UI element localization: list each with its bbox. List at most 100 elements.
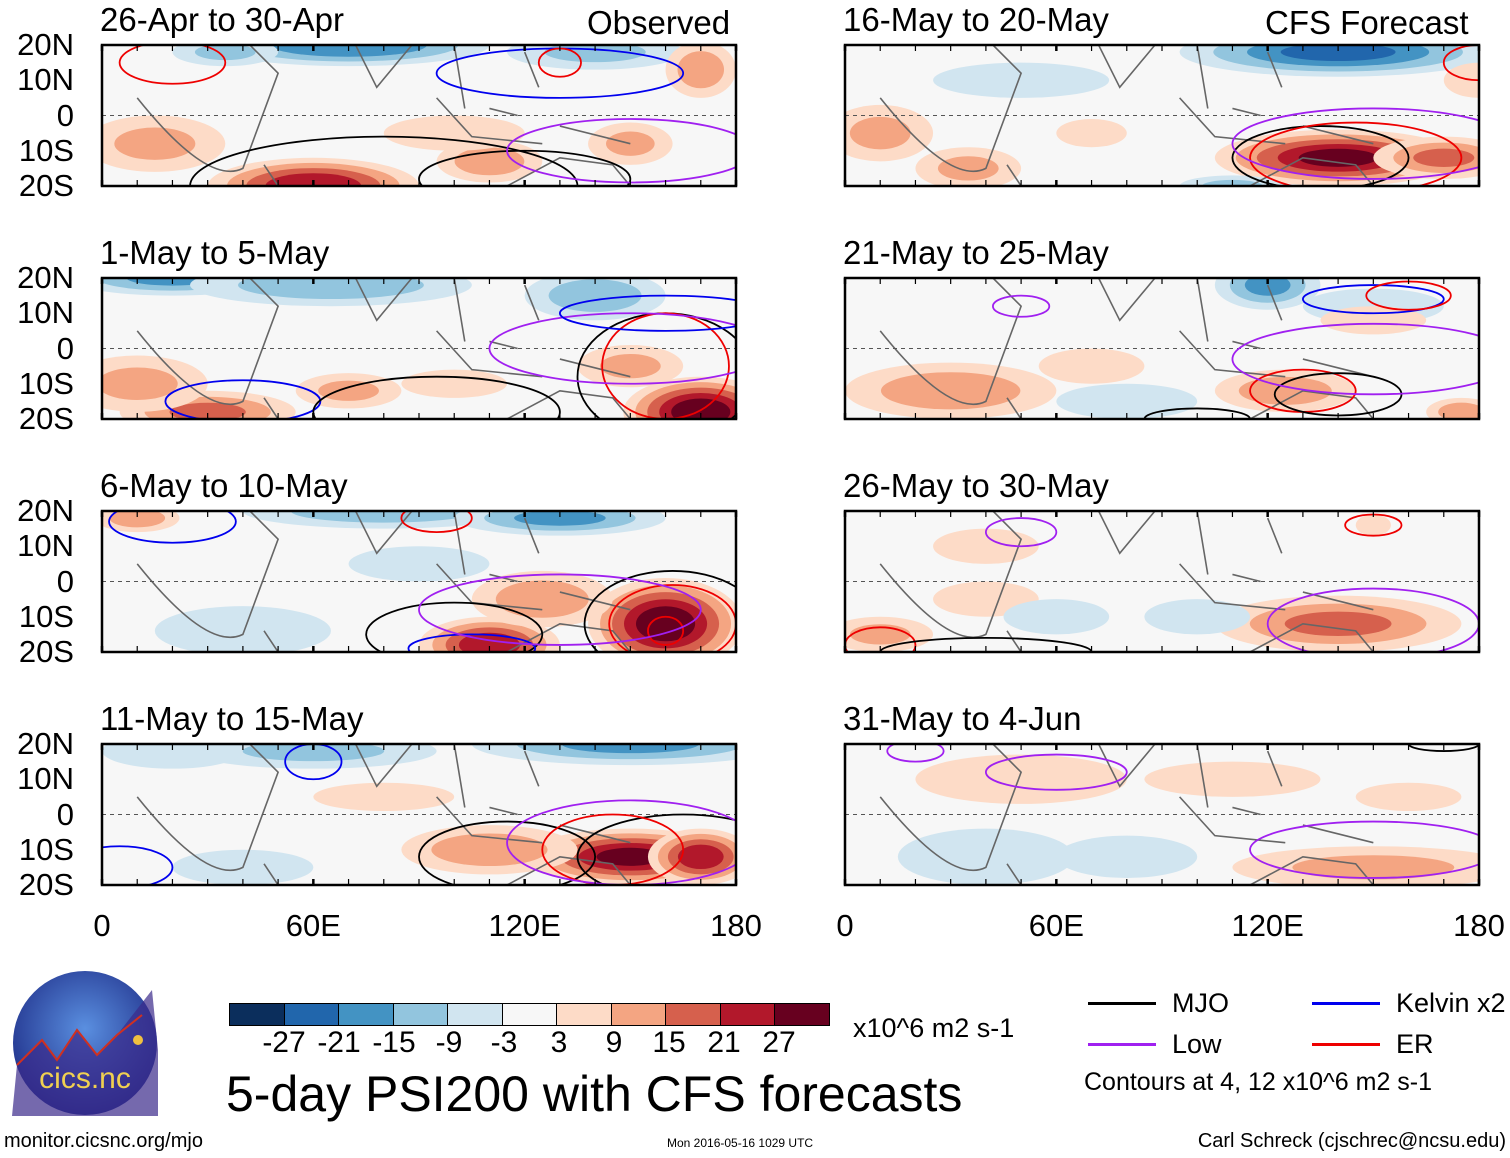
y-tick-label: 10S xyxy=(18,831,74,867)
y-tick-label: 10S xyxy=(18,132,74,168)
low-contour xyxy=(886,744,945,763)
psi-anomaly-shading xyxy=(102,367,178,400)
mjo-contour xyxy=(418,820,596,885)
colorbar-swatch xyxy=(448,1004,503,1025)
colorbar-label: -3 xyxy=(490,1026,518,1059)
mjo-contour xyxy=(879,637,1093,652)
mjo-contour xyxy=(583,570,736,652)
footer-author: Carl Schreck (cjschrec@ncsu.edu) xyxy=(1197,1130,1506,1152)
psi-anomaly-shading xyxy=(635,606,696,642)
psi-anomaly-shading xyxy=(1443,62,1479,98)
psi-anomaly-shading xyxy=(109,511,166,528)
x-tick-label: 0 xyxy=(836,908,854,943)
psi-anomaly-shading xyxy=(677,51,725,89)
psi-anomaly-shading xyxy=(102,744,243,769)
map-panel xyxy=(100,276,738,421)
coastline xyxy=(879,511,1374,652)
psi-anomaly-shading xyxy=(1438,402,1479,419)
map-panel xyxy=(100,43,738,188)
map-panel xyxy=(843,509,1481,654)
mjo-contour xyxy=(576,813,736,885)
er-contour xyxy=(400,511,473,534)
colorbar-label: -21 xyxy=(317,1026,361,1059)
psi-anomaly-shading xyxy=(1280,45,1396,61)
kelvin-contour xyxy=(164,379,322,419)
psi-anomaly-shading xyxy=(677,844,724,870)
psi-anomaly-shading xyxy=(933,528,1039,564)
legend-line-kelvin xyxy=(1312,1002,1380,1005)
y-tick-label: 10N xyxy=(17,528,74,564)
mjo-contour xyxy=(1407,744,1479,752)
colorbar-swatch xyxy=(284,1004,339,1025)
colorbar-swatch xyxy=(339,1004,394,1025)
map-panel xyxy=(100,509,738,654)
kelvin-contour xyxy=(284,744,343,781)
y-tick-label: 20S xyxy=(18,401,74,436)
colorbar-label: 15 xyxy=(652,1026,686,1059)
psi-anomaly-shading xyxy=(194,45,256,61)
colorbar-swatch xyxy=(230,1004,285,1025)
psi-anomaly-shading xyxy=(849,116,911,150)
mjo-contour xyxy=(189,135,579,186)
colorbar-label: -27 xyxy=(262,1026,306,1059)
er-contour xyxy=(541,813,685,885)
coastline xyxy=(879,744,1374,885)
psi-anomaly-shading xyxy=(1056,383,1198,419)
coastline xyxy=(136,278,631,419)
psi-anomaly-shading xyxy=(1284,611,1392,637)
colorbar-swatch xyxy=(611,1004,666,1025)
x-tick-label: 120E xyxy=(488,908,561,943)
colorbar-swatch xyxy=(502,1004,557,1025)
psi-anomaly-shading xyxy=(237,278,424,300)
footer-url[interactable]: monitor.cicsnc.org/mjo xyxy=(4,1130,203,1152)
coastline xyxy=(879,45,1374,186)
psi-anomaly-shading xyxy=(1056,835,1198,878)
psi-anomaly-shading xyxy=(1355,782,1462,811)
psi-anomaly-shading xyxy=(1298,148,1378,167)
er-contour xyxy=(118,45,227,85)
map-panel xyxy=(100,742,738,887)
y-tick-label: 20N xyxy=(17,726,74,761)
low-contour xyxy=(1231,107,1479,180)
psi-anomaly-shading xyxy=(514,511,606,526)
er-contour xyxy=(845,626,917,652)
y-tick-label: 10N xyxy=(17,295,74,331)
low-contour xyxy=(992,294,1051,318)
kelvin-contour xyxy=(108,511,237,544)
y-tick-label: 0 xyxy=(56,330,74,366)
y-tick-label: 0 xyxy=(56,563,74,599)
panel-title: 6-May to 10-May xyxy=(100,467,348,504)
mjo-contour xyxy=(418,149,632,186)
x-tick-label: 180 xyxy=(1453,908,1505,943)
x-tick-label: 0 xyxy=(93,908,111,943)
colorbar-swatch xyxy=(720,1004,775,1025)
psi-anomaly-shading xyxy=(596,847,665,866)
contours-note: Contours at 4, 12 x10^6 m2 s-1 xyxy=(1084,1068,1433,1096)
colorbar-label: -15 xyxy=(372,1026,416,1059)
panel-title: 16-May to 20-May xyxy=(843,1,1109,38)
panel-title: 11-May to 15-May xyxy=(100,700,364,737)
legend-label: Kelvin x2 xyxy=(1396,988,1506,1018)
legend-line-er xyxy=(1312,1043,1380,1046)
psi-anomaly-shading xyxy=(1413,148,1475,167)
legend-label: Low xyxy=(1172,1029,1222,1059)
kelvin-contour xyxy=(1301,284,1445,315)
colorbar-swatch xyxy=(557,1004,612,1025)
mjo-contour xyxy=(365,601,544,652)
footer-timestamp: Mon 2016-05-16 1029 UTC xyxy=(667,1136,814,1150)
psi-anomaly-shading xyxy=(880,372,1021,410)
y-tick-label: 20S xyxy=(18,168,74,203)
colorbar-label: 3 xyxy=(550,1026,568,1059)
x-tick-label: 180 xyxy=(710,908,762,943)
kelvin-contour xyxy=(559,294,736,332)
forecast-label: CFS Forecast xyxy=(1265,4,1469,41)
er-contour xyxy=(1249,121,1463,186)
y-tick-label: 20S xyxy=(18,634,74,669)
cics-logo: cics.nc xyxy=(12,971,158,1116)
low-contour xyxy=(984,753,1128,791)
x-tick-label: 60E xyxy=(285,908,341,943)
psi-anomaly-shading xyxy=(897,828,1074,885)
y-tick-label: 20N xyxy=(17,27,74,62)
y-tick-label: 0 xyxy=(56,796,74,832)
